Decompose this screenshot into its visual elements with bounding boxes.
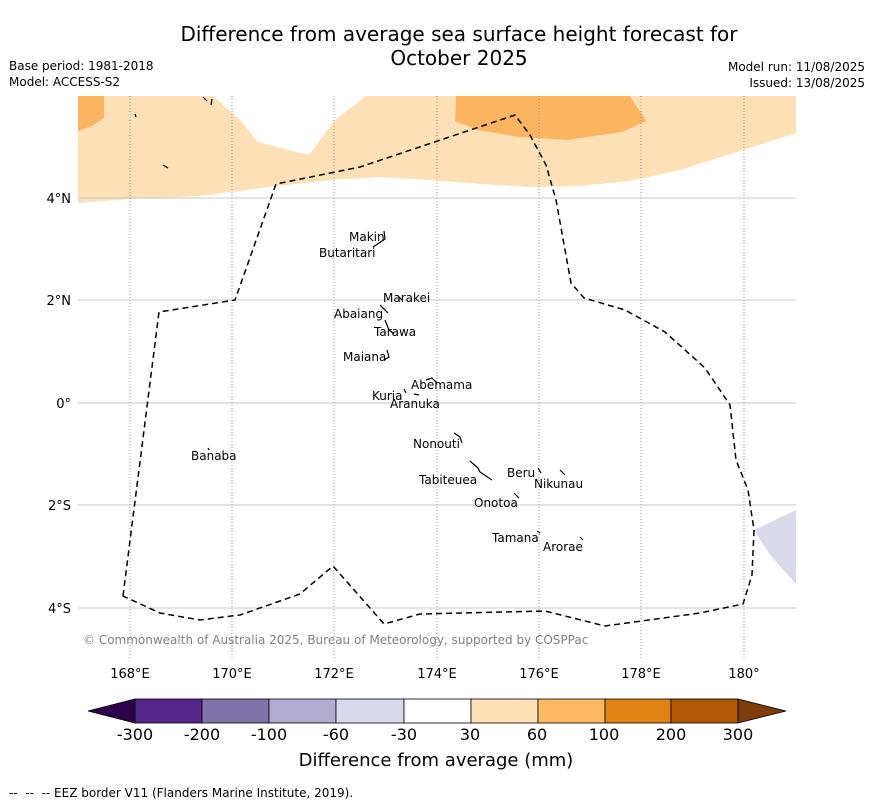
copyright-notice: © Commonwealth of Australia 2025, Bureau…: [83, 633, 588, 647]
island-marakei: [397, 295, 403, 301]
island-tarawa: [384, 319, 395, 335]
anomaly-band-60-100-center: [455, 96, 646, 140]
island-makin-butaritari: [372, 230, 386, 248]
colorbar-cell: [670, 698, 739, 724]
colorbar-extend-high: [737, 698, 787, 724]
lon-tick-label: 180°: [728, 667, 759, 682]
base-period: Base period: 1981-2018: [9, 59, 154, 73]
colorbar-label: 300: [722, 725, 754, 744]
lon-tick-labels: 168°E 170°E 172°E 174°E 176°E 178°E 180°: [110, 667, 759, 682]
title-line-1: Difference from average sea surface heig…: [180, 22, 738, 46]
colorbar-extend-low: [87, 698, 136, 724]
place-label: Tabiteuea: [418, 473, 477, 487]
lon-tick-label: 172°E: [314, 667, 354, 682]
colorbar-cell: [604, 698, 672, 724]
colorbar-cell: [268, 698, 337, 724]
island-maiana: [383, 349, 390, 361]
island-abemama: [425, 377, 438, 384]
lat-tick-label: 0°: [56, 397, 71, 412]
anomaly-gap-1: [213, 96, 366, 155]
lon-tick-label: 170°E: [212, 667, 252, 682]
place-label: Kuria: [372, 389, 403, 403]
place-label: Nonouti: [413, 437, 460, 451]
island-misc-1: [134, 113, 137, 118]
colorbar-label: 200: [655, 725, 687, 744]
place-label: Banaba: [191, 449, 237, 463]
colorbar-cell: [537, 698, 606, 724]
place-label: Marakei: [383, 291, 430, 305]
colorbar-label: -200: [183, 725, 221, 744]
place-label: Arorae: [543, 540, 583, 554]
colorbar: [87, 698, 787, 724]
colorbar-cell: [134, 698, 203, 724]
colorbar-title: Difference from average (mm): [298, 750, 574, 771]
lat-tick-label: 2°N: [47, 294, 72, 309]
islands: [134, 96, 584, 541]
island-banaba: [207, 447, 210, 451]
colorbar-label: 100: [588, 725, 620, 744]
place-label: Tamana: [491, 531, 539, 545]
lon-tick-label: 174°E: [417, 667, 457, 682]
model-run: Model run: 11/08/2025: [727, 60, 865, 74]
place-label: Maiana: [343, 350, 386, 364]
meta-right: Model run: 11/08/2025 Issued: 13/08/2025: [728, 59, 865, 91]
place-label: Abaiang: [334, 307, 383, 321]
place-label: Tarawa: [373, 325, 416, 339]
colorbar-label: -300: [116, 725, 154, 744]
place-label: Aranuka: [390, 397, 440, 411]
island-kuria: [403, 388, 407, 394]
island-beru: [537, 467, 542, 474]
colorbar-label: -60: [322, 725, 350, 744]
meta-left: Base period: 1981-2018 Model: ACCESS-S2: [9, 58, 154, 90]
colorbar-cell: [470, 698, 539, 724]
model-name: Model: ACCESS-S2: [9, 75, 121, 89]
island-onotoa: [513, 492, 520, 499]
lat-tick-label: 2°S: [48, 499, 71, 514]
lon-gridlines: [129, 96, 745, 658]
island-aranuka: [413, 393, 420, 396]
island-nonouti: [453, 432, 463, 444]
lon-tick-label: 176°E: [519, 667, 559, 682]
anomaly-band-neg60-neg30: [754, 510, 796, 584]
lat-tick-label: 4°S: [48, 602, 71, 617]
place-label: Makin: [349, 230, 385, 244]
lon-tick-label: 178°E: [621, 667, 661, 682]
colorbar-label: -100: [250, 725, 288, 744]
issued-date: Issued: 13/08/2025: [749, 76, 865, 90]
island-nikunau: [559, 469, 566, 476]
lat-tick-labels: 4°N 2°N 0° 2°S 4°S: [47, 192, 72, 617]
colorbar-cell: [403, 698, 472, 724]
colorbar-label: 30: [459, 725, 481, 744]
place-label: Onotoa: [474, 496, 518, 510]
island-misc-2: [162, 164, 169, 169]
place-label: Nikunau: [534, 477, 583, 491]
colorbar-label: 60: [526, 725, 548, 744]
lat-tick-label: 4°N: [47, 192, 72, 207]
eez-border-note: -- -- -- EEZ border V11 (Flanders Marine…: [9, 786, 354, 800]
eez-border: [122, 114, 755, 627]
anomaly-band-60-100-left: [78, 96, 104, 131]
island-tabiteuea: [469, 460, 493, 481]
island-misc-3: [202, 96, 213, 106]
colorbar-label: -30: [390, 725, 418, 744]
chart-title: Difference from average sea surface heig…: [0, 22, 873, 70]
place-label: Beru: [507, 466, 535, 480]
colorbar-cell: [201, 698, 270, 724]
island-arorae: [579, 536, 584, 541]
map: Makin Butaritari Marakei Abaiang Tarawa …: [47, 96, 796, 682]
lon-tick-label: 168°E: [110, 667, 150, 682]
place-label: Butaritari: [319, 246, 376, 260]
place-labels: Makin Butaritari Marakei Abaiang Tarawa …: [191, 230, 583, 554]
title-line-2: October 2025: [390, 46, 528, 70]
colorbar-cell: [335, 698, 405, 724]
island-tamana: [536, 530, 541, 534]
island-abaiang: [379, 304, 389, 314]
place-label: Abemama: [411, 378, 472, 392]
